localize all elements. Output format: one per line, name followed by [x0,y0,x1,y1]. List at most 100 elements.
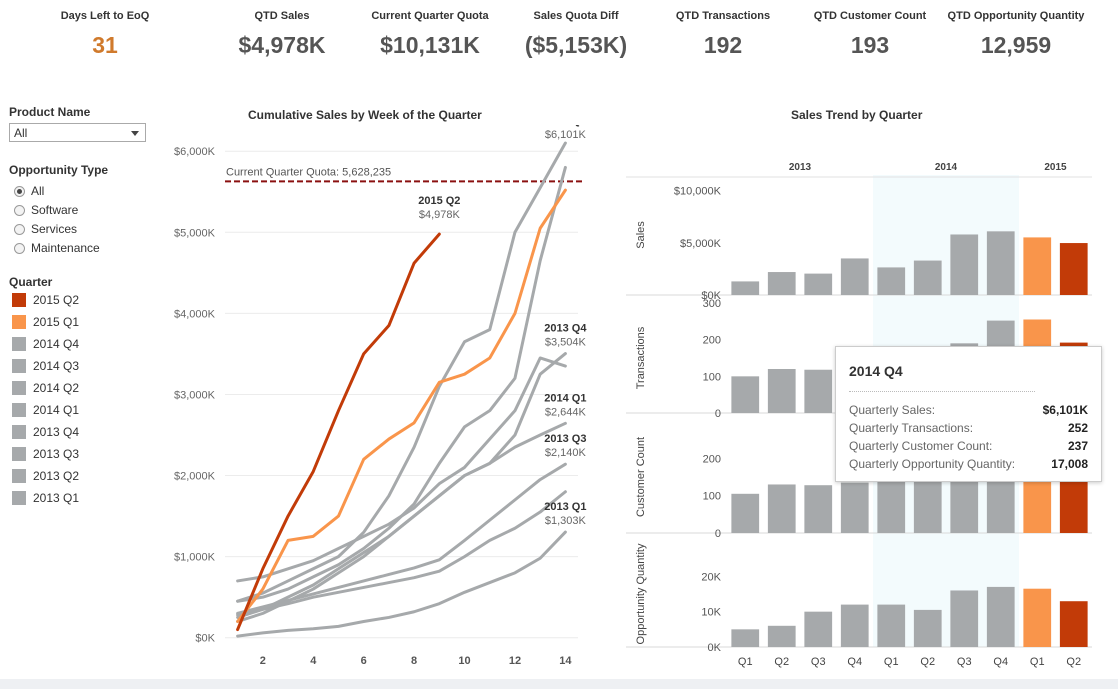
kpi-value: 12,959 [980,32,1052,58]
radio-icon [14,223,25,235]
y-tick-label: $3,000K [174,389,216,401]
bar [767,625,796,647]
tooltip-divider [849,391,1035,392]
radio-all[interactable]: All [14,184,44,198]
bar [767,369,796,413]
quarter-legend-item[interactable]: 2013 Q4 [12,425,79,439]
y-tick-label: $0K [701,290,721,302]
bar [950,234,979,295]
opportunity-filter-label: Opportunity Type [9,163,109,177]
x-tick-label: 4 [310,655,317,667]
legend-label: 2013 Q4 [33,425,80,439]
kpi-value: ($5,153K) [524,32,628,58]
radio-maintenance[interactable]: Maintenance [14,241,100,255]
bar [840,482,869,533]
quarter-legend-item[interactable]: 2015 Q2 [12,293,79,307]
kpi-qtd-sales: QTD Sales $4,978K [222,10,342,59]
bar [877,478,906,533]
radio-software[interactable]: Software [14,203,78,217]
legend-label: 2015 Q2 [33,293,80,307]
bar [804,273,833,295]
x-tick-label: Q2 [774,656,789,668]
kpi-customer-count: QTD Customer Count 193 [802,10,938,59]
product-dropdown[interactable]: All [9,123,146,142]
radio-label: Services [31,222,78,236]
radio-label: Maintenance [31,241,100,255]
y-tick-label: 20K [701,571,721,583]
y-tick-label: 10K [701,607,721,619]
bar [731,629,760,647]
bar [913,609,942,647]
legend-swatch [12,425,26,439]
legend-swatch [12,293,26,307]
series-end-value: $4,978K [419,209,461,221]
quarter-legend-item[interactable]: 2014 Q1 [12,403,79,417]
radio-icon [14,204,25,216]
tooltip-row: Quarterly Sales: $6,101K [849,403,1088,417]
quarter-legend-item[interactable]: 2014 Q4 [12,337,79,351]
series-line [236,232,441,632]
kpi-transactions: QTD Transactions 192 [660,10,786,59]
quarter-legend-item[interactable]: 2013 Q2 [12,469,79,483]
tooltip-value: 17,008 [1051,457,1088,471]
quarter-tooltip: 2014 Q4 Quarterly Sales: $6,101K Quarter… [835,346,1102,482]
legend-label: 2015 Q1 [33,315,80,329]
quarter-legend-item[interactable]: 2014 Q3 [12,359,79,373]
bar [1023,588,1052,647]
y-tick-label: $5,000K [174,227,216,239]
kpi-days-left: Days Left to EoQ 31 [45,10,165,59]
radio-services[interactable]: Services [14,222,77,236]
kpi-value: $10,131K [380,32,480,58]
quarter-legend-item[interactable]: 2014 Q2 [12,381,79,395]
kpi-current-quota: Current Quarter Quota $10,131K [360,10,500,59]
x-tick-label: Q1 [884,656,899,668]
series-end-value: $2,140K [545,447,587,459]
series-end-value: $2,644K [545,406,587,418]
bottom-toolbar [0,679,1118,689]
year-header: 2015 [1044,162,1067,173]
y-tick-label: 300 [703,298,721,310]
legend-swatch [12,337,26,351]
x-tick-label: Q1 [1030,656,1045,668]
series-end-value: $3,504K [545,337,587,349]
radio-label: All [31,184,45,198]
kpi-label: QTD Transactions [675,10,771,22]
panel-axis-label: Opportunity Quantity [635,543,647,644]
bar [986,586,1015,647]
tooltip-key: Quarterly Customer Count: [849,439,993,453]
quarter-legend-title: Quarter [9,275,53,289]
series-end-label: 2013 Q3 [544,433,586,445]
tooltip-key: Quarterly Sales: [849,403,936,417]
bar [731,376,760,413]
panel-axis-label: Transactions [635,326,647,389]
y-tick-label: $1,000K [174,552,216,564]
legend-label: 2013 Q3 [33,447,80,461]
series-end-value: $6,101K [545,129,587,141]
kpi-value: 31 [92,32,118,58]
product-filter-label: Product Name [9,105,91,119]
series-line [236,530,567,638]
y-tick-label: $2,000K [174,471,216,483]
y-tick-label: 0 [715,528,721,540]
quarter-legend-item[interactable]: 2013 Q3 [12,447,79,461]
kpi-label: QTD Sales [254,10,310,22]
bar [877,267,906,295]
series-end-label: 2015 Q2 [418,195,460,207]
series-line [236,188,567,623]
legend-swatch [12,469,26,483]
series-line [236,490,567,617]
radio-icon [14,242,25,254]
tooltip-row: Quarterly Opportunity Quantity: 17,008 [849,457,1088,471]
quarter-legend-item[interactable]: 2015 Q1 [12,315,79,329]
bar [731,281,760,295]
kpi-label: QTD Customer Count [813,10,927,22]
quarter-legend-item[interactable]: 2013 Q1 [12,491,79,505]
legend-swatch [12,403,26,417]
legend-label: 2014 Q3 [33,359,80,373]
tooltip-title: 2014 Q4 [849,363,903,379]
bar [767,272,796,295]
cumulative-chart-title: Cumulative Sales by Week of the Quarter [248,108,482,122]
legend-label: 2013 Q1 [33,491,80,505]
x-tick-label: Q4 [847,656,862,668]
series-end-label: 2014 Q1 [544,392,586,404]
